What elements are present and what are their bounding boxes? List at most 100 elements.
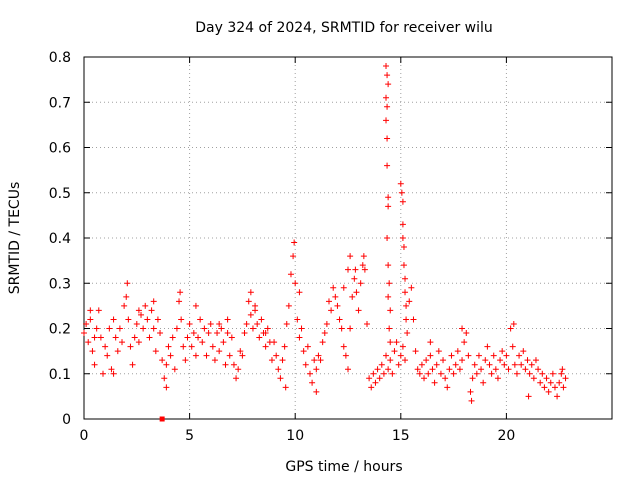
data-point bbox=[340, 343, 347, 350]
data-point bbox=[404, 330, 411, 337]
data-point bbox=[475, 352, 482, 359]
data-point bbox=[444, 384, 451, 391]
x-axis-label: GPS time / hours bbox=[285, 459, 402, 475]
data-point bbox=[385, 81, 392, 88]
data-point bbox=[397, 180, 404, 187]
data-point bbox=[125, 316, 132, 323]
data-point bbox=[154, 316, 161, 323]
data-point bbox=[165, 343, 172, 350]
data-point bbox=[91, 334, 98, 341]
data-point bbox=[224, 316, 231, 323]
y-tick-label: 0.6 bbox=[49, 141, 71, 157]
data-point bbox=[306, 370, 313, 377]
data-point bbox=[423, 357, 430, 364]
data-point bbox=[150, 325, 157, 332]
data-point bbox=[167, 352, 174, 359]
data-point bbox=[383, 117, 390, 124]
data-point bbox=[254, 320, 261, 327]
data-point bbox=[397, 352, 404, 359]
data-point bbox=[494, 375, 501, 382]
data-point bbox=[384, 72, 391, 79]
data-point bbox=[520, 348, 527, 355]
data-point bbox=[403, 316, 410, 323]
data-point bbox=[184, 334, 191, 341]
data-point bbox=[247, 289, 254, 296]
data-point bbox=[285, 302, 292, 309]
data-point bbox=[309, 379, 316, 386]
data-point bbox=[317, 357, 324, 364]
data-point bbox=[349, 293, 356, 300]
data-point bbox=[414, 366, 421, 373]
data-point bbox=[345, 266, 351, 273]
data-point bbox=[505, 366, 512, 373]
data-point bbox=[410, 316, 417, 323]
data-point bbox=[347, 253, 354, 260]
data-point bbox=[135, 339, 142, 346]
data-point bbox=[499, 348, 506, 355]
data-point bbox=[516, 352, 523, 359]
data-point bbox=[403, 302, 410, 309]
data-point bbox=[421, 375, 428, 382]
data-point bbox=[543, 375, 550, 382]
data-point bbox=[123, 293, 130, 300]
data-point bbox=[380, 370, 387, 377]
y-tick-label: 0.2 bbox=[49, 322, 71, 338]
data-point bbox=[383, 63, 390, 70]
data-point bbox=[482, 357, 489, 364]
data-point bbox=[518, 361, 525, 368]
plot-frame bbox=[83, 56, 613, 420]
data-point bbox=[442, 375, 449, 382]
data-point bbox=[497, 357, 504, 364]
data-point bbox=[245, 298, 252, 305]
data-point bbox=[340, 284, 347, 291]
data-point bbox=[539, 370, 546, 377]
data-point bbox=[157, 330, 164, 337]
data-point bbox=[486, 361, 493, 368]
data-point bbox=[159, 357, 166, 364]
x-tick-label: 15 bbox=[392, 428, 410, 444]
data-point bbox=[425, 370, 432, 377]
data-point bbox=[144, 316, 151, 323]
data-point bbox=[114, 348, 121, 355]
data-point bbox=[387, 339, 394, 346]
data-point bbox=[545, 388, 552, 395]
data-point bbox=[374, 366, 381, 373]
x-tick-label: 5 bbox=[185, 428, 194, 444]
data-point bbox=[148, 307, 155, 314]
data-point bbox=[211, 357, 218, 364]
data-point bbox=[360, 253, 367, 260]
data-point bbox=[480, 379, 487, 386]
data-point bbox=[427, 339, 434, 346]
data-point bbox=[313, 366, 320, 373]
data-point bbox=[459, 325, 466, 332]
data-point bbox=[492, 366, 499, 373]
data-point bbox=[399, 198, 406, 205]
data-point bbox=[427, 352, 434, 359]
x-tick-label: 20 bbox=[497, 428, 515, 444]
data-point bbox=[169, 334, 176, 341]
data-point bbox=[342, 352, 349, 359]
outlier-marker bbox=[159, 416, 165, 422]
data-point bbox=[399, 221, 406, 228]
data-point bbox=[87, 316, 94, 323]
data-point bbox=[138, 311, 145, 318]
data-point bbox=[532, 357, 539, 364]
data-point bbox=[294, 316, 301, 323]
axis-ticks: 0 5 10 15 20 0 0.1 0.2 0.3 0.4 0.5 0.6 0.7 0.8 bbox=[49, 50, 612, 444]
y-tick-label: 0.8 bbox=[49, 50, 71, 66]
data-point bbox=[541, 384, 548, 391]
data-point bbox=[237, 348, 244, 355]
data-point bbox=[554, 393, 561, 400]
data-point bbox=[290, 253, 297, 260]
data-point bbox=[556, 379, 563, 386]
data-point bbox=[201, 325, 208, 332]
data-point bbox=[133, 320, 140, 327]
data-point bbox=[323, 320, 330, 327]
data-point bbox=[478, 366, 485, 373]
data-point bbox=[406, 298, 413, 305]
data-point bbox=[304, 343, 311, 350]
data-point bbox=[501, 361, 508, 368]
data-point bbox=[268, 357, 275, 364]
data-point bbox=[549, 370, 556, 377]
